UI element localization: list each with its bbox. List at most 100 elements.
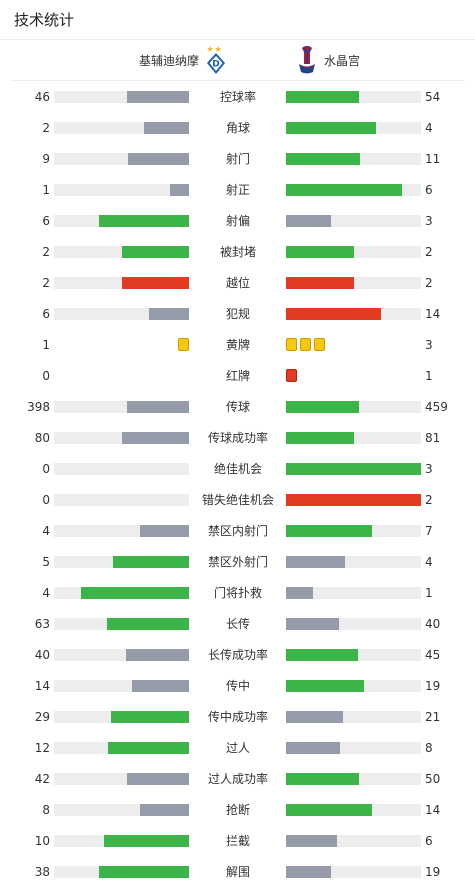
stat-label: 越位	[225, 276, 250, 290]
away-stat-bar-fill	[286, 432, 354, 444]
away-stat-bar-fill	[286, 153, 361, 165]
home-stat-bar	[54, 711, 189, 723]
away-stat-value: 14	[425, 803, 441, 817]
home-stat-value: 4	[42, 524, 50, 538]
away-stat-value: 40	[425, 617, 441, 631]
away-cards	[286, 338, 325, 351]
away-stat-value: 54	[425, 90, 441, 104]
stat-label: 犯规	[225, 307, 250, 321]
home-stat-bar	[54, 835, 189, 847]
away-stat-value: 19	[425, 865, 441, 879]
home-stat-value: 4	[42, 586, 50, 600]
stat-row: 0 绝佳机会 3	[0, 453, 475, 484]
stat-label: 被封堵	[219, 245, 256, 259]
away-stat-bar	[286, 91, 421, 103]
home-stat-bar-fill	[140, 804, 189, 816]
stat-label: 错失绝佳机会	[201, 493, 274, 507]
stat-label: 红牌	[225, 369, 250, 383]
away-stat-bar	[286, 587, 421, 599]
stat-row: 4 禁区内射门 7	[0, 515, 475, 546]
stat-row: 12 过人 8	[0, 732, 475, 763]
home-stat-bar	[54, 587, 189, 599]
away-stat-bar	[286, 153, 421, 165]
stat-label: 射正	[225, 183, 250, 197]
home-stat-value: 40	[34, 648, 50, 662]
home-stat-value: 5	[42, 555, 50, 569]
away-stat-value: 459	[425, 400, 448, 414]
home-stat-bar	[54, 804, 189, 816]
stat-label: 控球率	[219, 90, 256, 104]
home-stat-value: 8	[42, 803, 50, 817]
stat-row: 63 长传 40	[0, 608, 475, 639]
away-stat-value: 14	[425, 307, 441, 321]
home-stat-bar-fill	[121, 277, 189, 289]
stat-label: 绝佳机会	[213, 462, 262, 476]
home-stat-bar	[54, 308, 189, 320]
stat-label: 角球	[225, 121, 250, 135]
home-stat-value: 46	[34, 90, 50, 104]
home-stat-bar-fill	[110, 711, 189, 723]
home-stat-value: 2	[42, 245, 50, 259]
home-stat-bar-fill	[113, 556, 189, 568]
stat-row: 29 传中成功率 21	[0, 701, 475, 732]
away-stat-value: 6	[425, 834, 433, 848]
away-stat-bar	[286, 401, 421, 413]
home-stat-bar-fill	[121, 246, 189, 258]
home-stat-bar	[54, 463, 189, 475]
stat-label: 过人成功率	[207, 772, 268, 786]
away-stat-value: 3	[425, 214, 433, 228]
stat-row: 5 禁区外射门 4	[0, 546, 475, 577]
stat-label: 拦截	[225, 834, 250, 848]
stat-row: 6 犯规 14	[0, 298, 475, 329]
home-stat-bar	[54, 866, 189, 878]
home-stat-bar	[54, 401, 189, 413]
home-stat-value: 6	[42, 214, 50, 228]
stat-label: 长传成功率	[207, 648, 268, 662]
away-stat-bar-fill	[286, 401, 359, 413]
stat-row: 46 控球率 54	[0, 81, 475, 112]
away-stat-bar	[286, 525, 421, 537]
home-stat-value: 9	[42, 152, 50, 166]
away-stat-bar-fill	[286, 742, 340, 754]
away-stat-value: 2	[425, 276, 433, 290]
home-stat-bar	[54, 122, 189, 134]
away-stat-bar	[286, 308, 421, 320]
away-stat-value: 50	[425, 772, 441, 786]
stat-row: 1 黄牌 3	[0, 329, 475, 360]
away-stat-bar-fill	[286, 587, 313, 599]
yellow-card-icon	[178, 338, 189, 351]
stat-row: 1 射正 6	[0, 174, 475, 205]
away-team[interactable]: 水晶宫	[290, 40, 360, 80]
stat-row: 0 红牌 1	[0, 360, 475, 391]
away-stat-bar-fill	[286, 215, 331, 227]
away-stat-bar	[286, 215, 421, 227]
home-stat-value: 80	[34, 431, 50, 445]
home-stat-value: 12	[34, 741, 50, 755]
home-stat-bar-fill	[103, 835, 189, 847]
stat-row: 8 抢断 14	[0, 794, 475, 825]
away-stat-bar	[286, 680, 421, 692]
away-cards	[286, 369, 297, 382]
home-stat-bar-fill	[125, 649, 189, 661]
away-stat-bar	[286, 432, 421, 444]
home-stat-bar-fill	[81, 587, 189, 599]
home-stat-bar	[54, 153, 189, 165]
away-stat-value: 2	[425, 493, 433, 507]
home-team[interactable]: 基辅迪纳摩 D	[139, 40, 233, 80]
away-stat-value: 21	[425, 710, 441, 724]
home-stat-value: 42	[34, 772, 50, 786]
stat-row: 14 传中 19	[0, 670, 475, 701]
stat-row: 0 错失绝佳机会 2	[0, 484, 475, 515]
away-stat-bar-fill	[286, 711, 343, 723]
stat-label: 禁区内射门	[207, 524, 268, 538]
away-stat-bar-fill	[286, 804, 373, 816]
stat-row: 4 门将扑救 1	[0, 577, 475, 608]
home-stat-bar-fill	[126, 401, 189, 413]
home-cards	[178, 338, 189, 351]
away-stat-bar	[286, 804, 421, 816]
stat-label: 门将扑救	[213, 586, 262, 600]
home-stat-value: 63	[34, 617, 50, 631]
home-stat-bar-fill	[140, 525, 189, 537]
away-stat-bar-fill	[286, 525, 373, 537]
home-stat-value: 2	[42, 276, 50, 290]
